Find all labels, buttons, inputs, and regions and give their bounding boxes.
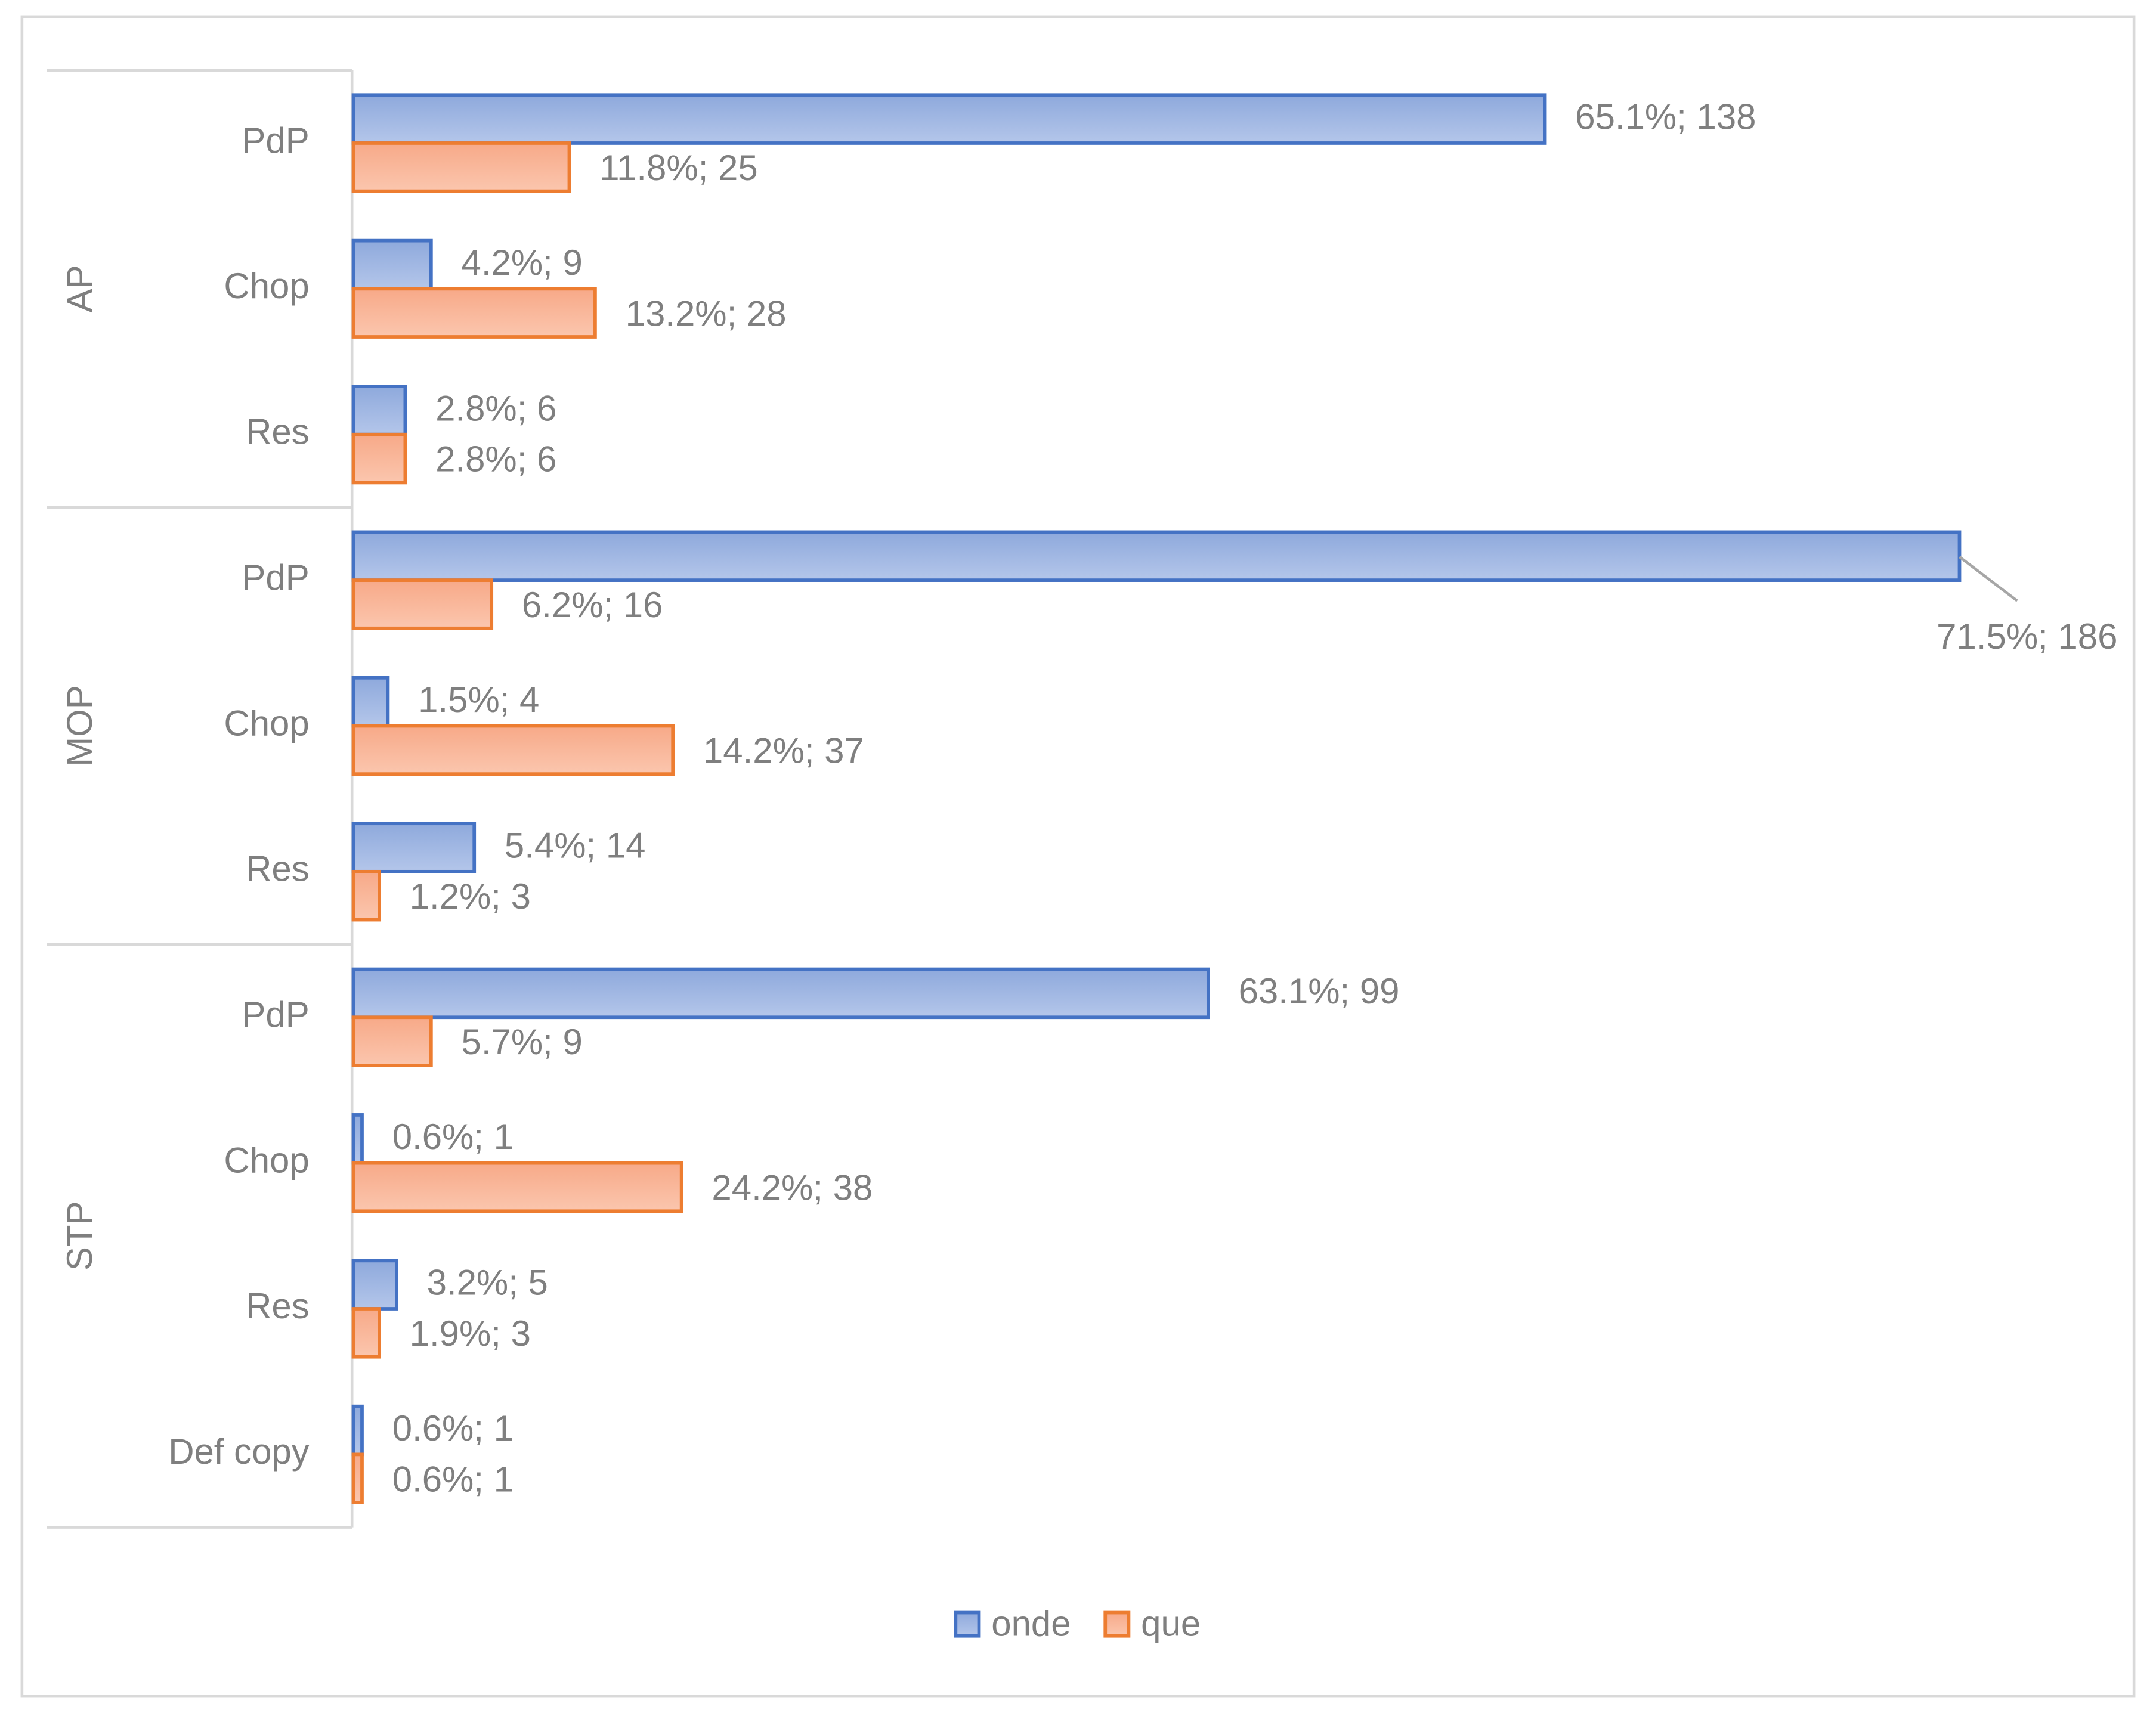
bar	[351, 432, 407, 485]
value-label: 0.6%; 1	[392, 1408, 514, 1448]
value-label: 71.5%; 186	[1937, 617, 2117, 656]
group-label: AP	[60, 265, 100, 312]
bar	[351, 385, 407, 436]
category-label: Res	[246, 1286, 310, 1326]
value-label: 0.6%; 1	[392, 1459, 514, 1499]
bar	[351, 1161, 683, 1213]
value-label: 11.8%; 25	[599, 148, 757, 188]
value-label: 63.1%; 99	[1239, 971, 1400, 1011]
value-label: 5.7%; 9	[462, 1022, 583, 1062]
value-label: 13.2%; 28	[626, 293, 787, 333]
bar	[351, 1452, 364, 1504]
bar	[351, 822, 477, 873]
group-label: STP	[60, 1201, 100, 1271]
legend-label: que	[1141, 1603, 1201, 1643]
value-label: 24.2%; 38	[712, 1168, 873, 1208]
bar	[351, 530, 1962, 582]
bar	[351, 1113, 364, 1165]
value-label: 6.2%; 16	[522, 585, 663, 625]
bar	[351, 1404, 364, 1457]
category-label: Res	[246, 849, 310, 889]
category-label: PdP	[242, 557, 309, 597]
bar	[351, 967, 1210, 1020]
value-label: 1.5%; 4	[418, 680, 539, 720]
chart-border	[20, 15, 2136, 1698]
category-label: Chop	[224, 703, 309, 743]
bar	[351, 578, 494, 630]
leader-line	[1959, 556, 2018, 602]
category-label: Res	[246, 412, 310, 452]
value-label: 3.2%; 5	[427, 1263, 548, 1303]
bar	[351, 676, 390, 728]
legend-label: onde	[991, 1603, 1071, 1643]
bar	[351, 141, 571, 193]
bar	[351, 1259, 398, 1311]
value-label: 14.2%; 37	[703, 730, 864, 770]
legend-swatch	[954, 1610, 981, 1638]
value-label: 1.2%; 3	[410, 876, 531, 916]
value-label: 4.2%; 9	[462, 243, 583, 283]
value-label: 0.6%; 1	[392, 1117, 514, 1157]
value-label: 1.9%; 3	[410, 1314, 531, 1353]
category-label: Chop	[224, 1140, 309, 1180]
category-label: Def copy	[168, 1432, 310, 1472]
value-label: 2.8%; 6	[435, 388, 556, 428]
bar	[351, 1015, 433, 1067]
category-label: Chop	[224, 266, 309, 306]
category-label: PdP	[242, 995, 309, 1034]
bar	[351, 238, 433, 291]
category-label: PdP	[242, 120, 309, 160]
bar	[351, 1307, 381, 1359]
bar	[351, 287, 597, 339]
value-label: 5.4%; 14	[505, 825, 646, 865]
bar	[351, 724, 675, 776]
value-label: 65.1%; 138	[1575, 97, 1756, 137]
bar	[351, 93, 1547, 145]
value-label: 2.8%; 6	[435, 439, 556, 479]
bar	[351, 869, 381, 922]
group-label: MOP	[60, 685, 100, 767]
legend-swatch	[1103, 1610, 1131, 1638]
